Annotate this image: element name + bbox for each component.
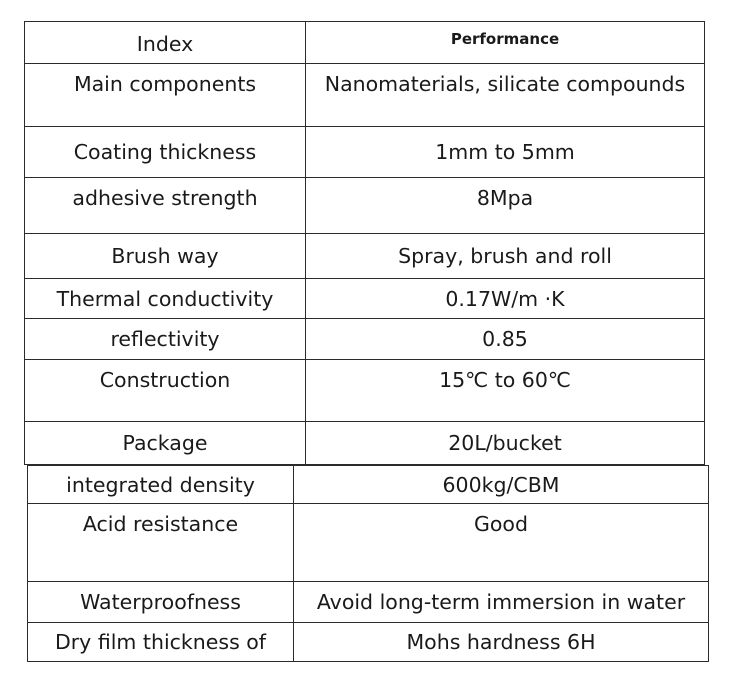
table-header-row: Index Performance — [24, 21, 705, 64]
table-row: Waterproofness Avoid long-term immersion… — [27, 581, 709, 623]
row-index-label: reflectivity — [24, 318, 306, 360]
table-row: adhesive strength 8Mpa — [24, 177, 705, 234]
spec-table-upper: Index Performance Main components Nanoma… — [24, 21, 705, 465]
row-index-label: Brush way — [24, 233, 306, 279]
row-index-label: integrated density — [27, 465, 294, 504]
row-index-label: Coating thickness — [24, 126, 306, 178]
table-row: Brush way Spray, brush and roll — [24, 233, 705, 279]
table-row: Main components Nanomaterials, silicate … — [24, 63, 705, 127]
row-index-label: Main components — [24, 63, 306, 127]
row-value: 1mm to 5mm — [305, 126, 705, 178]
table-row: integrated density 600kg/CBM — [27, 465, 709, 504]
table-row: Thermal conductivity 0.17W/m ·K — [24, 278, 705, 319]
row-value: 600kg/CBM — [293, 465, 709, 504]
header-index: Index — [24, 21, 306, 64]
row-value: Spray, brush and roll — [305, 233, 705, 279]
row-index-label: Thermal conductivity — [24, 278, 306, 319]
table-row: Coating thickness 1mm to 5mm — [24, 126, 705, 178]
table-row: Acid resistance Good — [27, 503, 709, 582]
row-value: Mohs hardness 6H — [293, 622, 709, 662]
table-row: reflectivity 0.85 — [24, 318, 705, 360]
row-value: 8Mpa — [305, 177, 705, 234]
row-value: 20L/bucket — [305, 421, 705, 465]
row-index-label: Acid resistance — [27, 503, 294, 582]
row-value: Good — [293, 503, 709, 582]
table-row: Package 20L/bucket — [24, 421, 705, 465]
row-index-label: Dry film thickness of — [27, 622, 294, 662]
table-row: Construction 15℃ to 60℃ — [24, 359, 705, 422]
row-value: Nanomaterials, silicate compounds — [305, 63, 705, 127]
row-index-label: Package — [24, 421, 306, 465]
row-value: 0.17W/m ·K — [305, 278, 705, 319]
row-index-label: Construction — [24, 359, 306, 422]
row-value: 15℃ to 60℃ — [305, 359, 705, 422]
row-value: 0.85 — [305, 318, 705, 360]
spec-table-lower: integrated density 600kg/CBM Acid resist… — [27, 465, 709, 662]
table-row: Dry film thickness of Mohs hardness 6H — [27, 622, 709, 662]
header-performance: Performance — [305, 21, 705, 64]
row-index-label: Waterproofness — [27, 581, 294, 623]
row-index-label: adhesive strength — [24, 177, 306, 234]
row-value: Avoid long-term immersion in water — [293, 581, 709, 623]
